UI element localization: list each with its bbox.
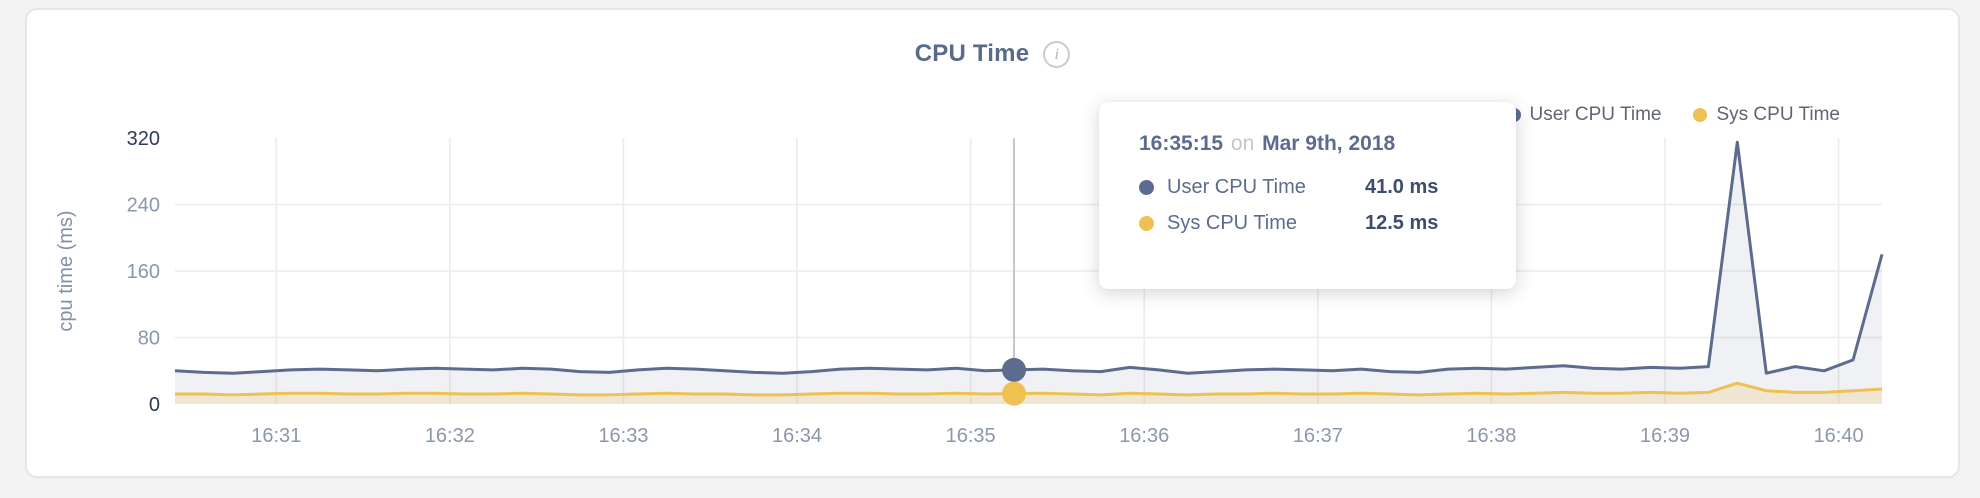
chart-header: CPU Time i [27,40,1958,68]
series-line-1 [175,381,1883,397]
svg-text:240: 240 [127,195,160,217]
svg-text:16:40: 16:40 [1814,425,1864,447]
hover-dot-1 [1002,381,1027,406]
svg-text:0: 0 [149,394,160,416]
series-line-0 [174,140,1884,375]
svg-text:16:35: 16:35 [946,425,996,447]
svg-text:16:39: 16:39 [1640,425,1690,447]
tooltip-row-sys: Sys CPU Time 12.5 ms [1139,205,1486,241]
tooltip-on-word: on [1230,132,1255,155]
svg-text:320: 320 [127,128,160,150]
svg-text:16:31: 16:31 [251,425,301,447]
user-series-dot-icon [1139,179,1154,195]
tooltip-date: Mar 9th, 2018 [1262,132,1396,155]
tooltip-value-user: 41.0 ms [1365,175,1439,198]
hover-marker [1002,138,1027,406]
hover-dot-0 [1002,357,1027,382]
sys-series-dot-icon [1139,215,1154,231]
tooltip-label-user: User CPU Time [1167,175,1306,198]
svg-text:16:37: 16:37 [1293,425,1343,447]
y-axis-label: cpu time (ms) [55,210,77,331]
svg-text:16:36: 16:36 [1119,425,1169,447]
legend-label-sys: Sys CPU Time [1716,104,1840,125]
tooltip-label-sys: Sys CPU Time [1167,211,1298,234]
svg-text:80: 80 [138,328,160,350]
svg-text:16:38: 16:38 [1466,425,1516,447]
svg-text:160: 160 [127,261,160,283]
tooltip-time: 16:35:15 [1139,132,1224,155]
sys-series-dot-icon [1693,108,1708,122]
svg-text:16:33: 16:33 [598,425,648,447]
chart-title: CPU Time [914,40,1030,67]
svg-text:16:32: 16:32 [425,425,475,447]
series-area-0 [175,142,1882,404]
chart-tooltip: 16:35:15 on Mar 9th, 2018 User CPU Time … [1099,102,1516,289]
gridlines [175,138,1882,404]
svg-text:16:34: 16:34 [772,425,822,447]
axis-labels: 0 80 160 240 320 16:31 16:32 16:33 16:34 16:35 16:… [127,128,1864,447]
info-icon[interactable]: i [1043,40,1071,68]
tooltip-timestamp: 16:35:15 on Mar 9th, 2018 [1139,132,1486,156]
legend-item-sys-cpu-time[interactable]: Sys CPU Time [1693,100,1840,130]
tooltip-value-sys: 12.5 ms [1365,211,1439,234]
tooltip-row-user: User CPU Time 41.0 ms [1139,169,1486,205]
legend-label-user: User CPU Time [1529,104,1662,125]
cpu-time-card: CPU Time i User CPU Time Sys CPU Time 0 8… [25,8,1960,478]
legend-item-user-cpu-time[interactable]: User CPU Time [1506,100,1662,130]
chart-legend: User CPU Time Sys CPU Time [1506,100,1840,130]
